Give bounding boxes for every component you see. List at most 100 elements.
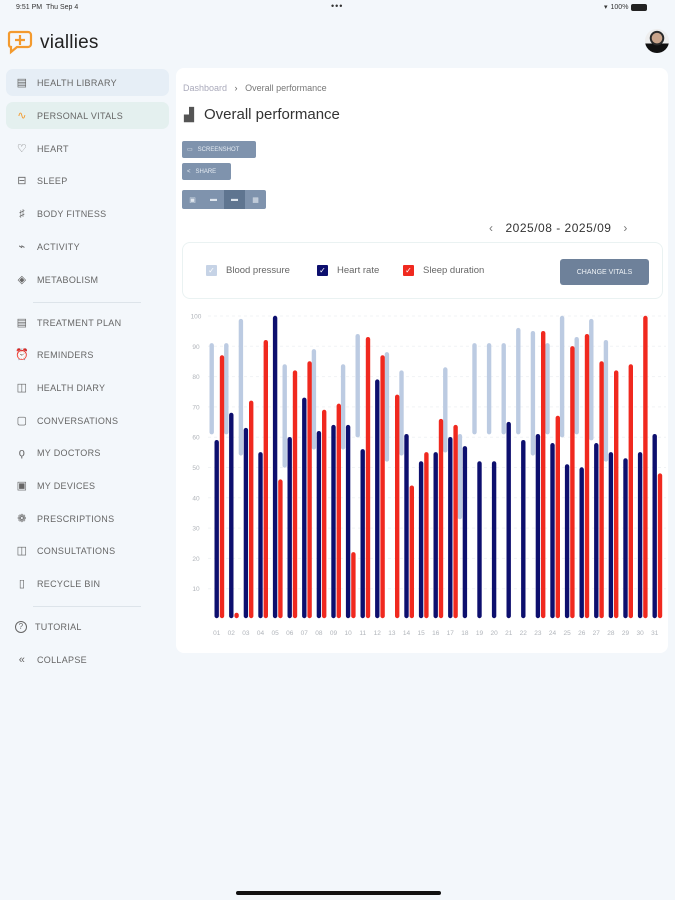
- x-tick-label: 14: [403, 630, 411, 637]
- x-tick-label: 23: [534, 630, 542, 637]
- time: 9:51 PM: [16, 4, 43, 11]
- x-tick-label: 10: [344, 630, 352, 637]
- sidebar-item-label: SLEEP: [37, 175, 68, 186]
- sidebar-item-recycle-bin[interactable]: ▯ RECYCLE BIN: [6, 570, 169, 597]
- sidebar-item-label: TUTORIAL: [35, 621, 82, 632]
- y-tick-label: 50: [192, 465, 200, 472]
- sidebar-item-body-fitness[interactable]: ♯ BODY FITNESS: [6, 200, 169, 227]
- alarm-icon: ⏰: [15, 349, 29, 361]
- share-icon: <: [187, 168, 191, 175]
- sidebar-item-label: CONSULTATIONS: [37, 545, 116, 556]
- y-tick-label: 60: [192, 435, 200, 442]
- view-month-button[interactable]: ▬: [224, 190, 245, 209]
- x-tick-label: 09: [330, 630, 338, 637]
- avatar[interactable]: [645, 29, 669, 53]
- sidebar-item-label: METABOLISM: [37, 274, 99, 285]
- legend-blood-pressure[interactable]: ✓ Blood pressure: [206, 265, 290, 276]
- sidebar-item-tutorial[interactable]: ? TUTORIAL: [6, 613, 169, 640]
- sidebar-item-health-diary[interactable]: ◫ HEALTH DIARY: [6, 374, 169, 401]
- status-right: ▾ 100%: [604, 3, 648, 11]
- sidebar-item-health-library[interactable]: ▤ HEALTH LIBRARY: [6, 69, 169, 96]
- legend-label: Heart rate: [337, 265, 380, 276]
- page-header: ▟ Overall performance: [184, 106, 340, 123]
- sidebar-item-heart[interactable]: ♡ HEART: [6, 135, 169, 162]
- x-tick-label: 21: [505, 630, 513, 637]
- sidebar-item-label: RECYCLE BIN: [37, 578, 101, 589]
- checkbox-icon[interactable]: ✓: [206, 265, 217, 276]
- x-tick-label: 24: [549, 630, 557, 637]
- sidebar-item-personal-vitals[interactable]: ∿ PERSONAL VITALS: [6, 102, 169, 129]
- x-tick-label: 07: [301, 630, 309, 637]
- multitask-dots-icon[interactable]: •••: [331, 1, 344, 11]
- treatment-icon: ▤: [16, 317, 28, 329]
- x-tick-label: 06: [286, 630, 294, 637]
- breadcrumb-dashboard[interactable]: Dashboard: [183, 83, 228, 93]
- x-tick-label: 28: [607, 630, 615, 637]
- change-vitals-button[interactable]: CHANGE VITALS: [560, 259, 649, 285]
- chevron-right-icon: ›: [234, 83, 238, 93]
- x-tick-label: 20: [490, 630, 498, 637]
- screenshot-button[interactable]: ▭ SCREENSHOT: [182, 141, 256, 158]
- sidebar-item-conversations[interactable]: ▢ CONVERSATIONS: [6, 407, 169, 434]
- heart-icon: ♡: [16, 143, 28, 155]
- view-day-button[interactable]: ▣: [189, 196, 196, 204]
- share-button[interactable]: < SHARE: [182, 163, 231, 180]
- battery-icon: [631, 3, 648, 11]
- sidebar-item-label: BODY FITNESS: [37, 208, 107, 219]
- view-calendar-button[interactable]: ▦: [252, 196, 259, 204]
- legend-heart-rate[interactable]: ✓ Heart rate: [317, 265, 379, 276]
- sidebar-item-treatment-plan[interactable]: ▤ TREATMENT PLAN: [6, 309, 169, 336]
- pulse-icon: ∿: [17, 110, 27, 122]
- x-tick-label: 16: [432, 630, 440, 637]
- logo[interactable]: viallies: [7, 29, 99, 56]
- stethoscope-icon: ϙ: [18, 446, 26, 459]
- sidebar-item-metabolism[interactable]: ◈ METABOLISM: [6, 266, 169, 293]
- x-tick-label: 17: [447, 630, 455, 637]
- chat-icon: ▢: [16, 415, 28, 427]
- sidebar-item-my-doctors[interactable]: ϙ MY DOCTORS: [6, 439, 169, 466]
- vitals-chart: 10 20 30 40 50 60 70 80 90 100 01 02 03 04 05 06 07 08 09 1…: [191, 314, 666, 637]
- logo-icon: [7, 30, 33, 55]
- checkbox-icon[interactable]: ✓: [317, 265, 328, 276]
- sidebar-item-consultations[interactable]: ◫ CONSULTATIONS: [6, 537, 169, 564]
- y-tick-label: 20: [192, 556, 200, 563]
- prev-period-button[interactable]: ‹: [489, 221, 494, 235]
- x-tick-label: 05: [271, 630, 279, 637]
- legend-sleep-duration[interactable]: ✓ Sleep duration: [403, 265, 484, 276]
- battery-level: 100%: [610, 3, 629, 11]
- x-tick-label: 25: [563, 630, 571, 637]
- share-label: SHARE: [195, 168, 217, 175]
- sidebar-item-label: COLLAPSE: [37, 654, 87, 665]
- sidebar-item-activity[interactable]: ⌁ ACTIVITY: [6, 233, 169, 260]
- devices-icon: ▣: [16, 480, 28, 492]
- sidebar-item-reminders[interactable]: ⏰ REMINDERS: [6, 341, 169, 368]
- wifi-icon: ▾: [604, 4, 608, 11]
- date-navigator: ‹ 2025/08 - 2025/09 ›: [489, 221, 628, 235]
- next-period-button[interactable]: ›: [623, 221, 628, 235]
- book-open-icon: ◫: [16, 545, 28, 557]
- checkbox-icon[interactable]: ✓: [403, 265, 414, 276]
- view-week-button[interactable]: ▬: [210, 196, 217, 203]
- brand-name: viallies: [40, 31, 99, 53]
- status-time: 9:51 PM Thu Sep 4: [16, 4, 78, 11]
- sidebar-item-my-devices[interactable]: ▣ MY DEVICES: [6, 472, 169, 499]
- x-tick-label: 29: [622, 630, 630, 637]
- archive-icon: ▤: [16, 77, 28, 89]
- sidebar-item-label: HEART: [37, 143, 69, 154]
- sidebar-item-prescriptions[interactable]: ❁ PRESCRIPTIONS: [6, 505, 169, 532]
- x-tick-label: 03: [242, 630, 250, 637]
- sidebar-divider: [33, 302, 141, 303]
- y-tick-label: 80: [192, 374, 200, 381]
- sidebar-divider: [33, 606, 141, 607]
- sidebar-item-sleep[interactable]: ⊟ SLEEP: [6, 167, 169, 194]
- x-tick-label: 18: [461, 630, 469, 637]
- sidebar-item-label: CONVERSATIONS: [37, 415, 119, 426]
- trash-icon: ▯: [18, 578, 26, 590]
- home-indicator[interactable]: [236, 891, 441, 895]
- view-mode-toggle: ▣ ▬ ▬ ▦: [182, 190, 266, 209]
- activity-icon: ⌁: [18, 241, 26, 253]
- x-tick-label: 08: [315, 630, 323, 637]
- sidebar-item-collapse[interactable]: « COLLAPSE: [6, 646, 169, 673]
- y-tick-label: 30: [192, 526, 200, 533]
- x-tick-label: 11: [359, 630, 366, 637]
